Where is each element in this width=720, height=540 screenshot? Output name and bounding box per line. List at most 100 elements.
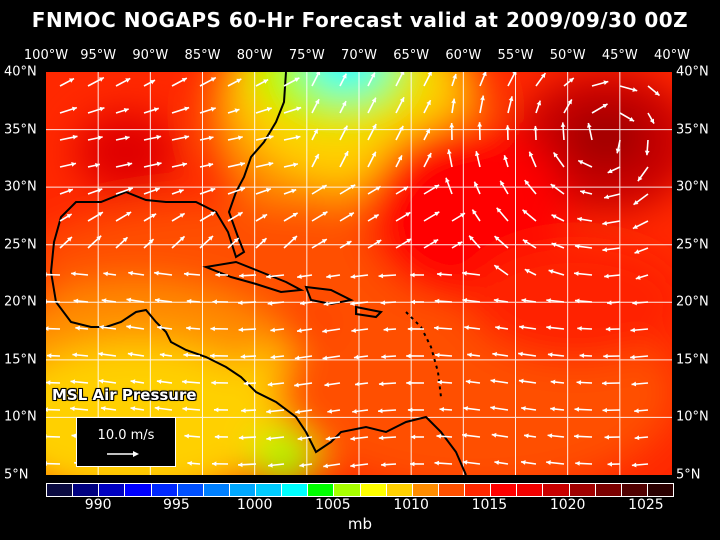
wind-arrow-head (376, 240, 382, 245)
colorbar-tick-label: 1005 (315, 497, 351, 513)
wind-arrow-head (126, 212, 132, 217)
longitude-label: 40°W (654, 48, 690, 63)
wind-arrow-head (630, 354, 635, 360)
wind-arrow-head (378, 273, 384, 279)
wind-arrow-head (154, 187, 160, 193)
wind-arrow-head (540, 73, 546, 79)
reference-vector-box: 10.0 m/s (76, 417, 176, 467)
wind-arrow-head (603, 353, 608, 359)
wind-arrow-head (181, 78, 187, 83)
wind-arrow-head (327, 408, 333, 414)
wind-arrow-head (494, 265, 500, 270)
wind-arrow-head (294, 77, 300, 82)
wind-arrow-head (447, 149, 452, 155)
wind-arrow-head (46, 380, 51, 386)
wind-arrow-head (343, 151, 349, 157)
wind-arrow-head (238, 435, 244, 441)
latitude-label: 35°N (4, 122, 37, 138)
wind-arrow-head (632, 87, 638, 92)
wind-arrow-head (238, 327, 244, 333)
colorbar-tick-label: 1000 (236, 497, 273, 513)
wind-arrow-head (70, 406, 75, 412)
wind-arrow-head (184, 106, 190, 112)
wind-arrow-head (210, 187, 216, 193)
wind-arrow-head (208, 135, 214, 141)
wind-arrow-head (615, 148, 621, 154)
wind-arrow-head (546, 325, 551, 330)
wind-arrow-head (632, 300, 637, 306)
wind-arrow-head (127, 351, 133, 357)
longitude-label: 45°W (601, 48, 638, 63)
wind-arrow-head (463, 406, 468, 411)
wind-arrow-head (375, 186, 381, 191)
wind-arrow-head (325, 436, 331, 441)
wind-arrow-head (406, 353, 411, 359)
longitude-label: 70°W (341, 48, 377, 63)
wind-arrow-head (370, 72, 375, 78)
wind-arrow-head (126, 324, 132, 330)
latitude-label: 40°N (676, 64, 709, 80)
wind-arrow-head (186, 325, 191, 331)
wind-arrow-head (427, 152, 432, 158)
colorbar-swatch (595, 484, 621, 496)
wind-arrow-head (560, 122, 566, 128)
wind-arrow-head (263, 79, 269, 84)
wind-arrow-head (399, 72, 405, 76)
wind-arrow-head (148, 239, 154, 244)
wind-arrow-head (445, 177, 450, 183)
reference-vector-label: 10.0 m/s (97, 428, 155, 443)
wind-arrow-head (297, 328, 302, 333)
wind-arrow-head (427, 72, 432, 76)
colorbar-tick-label: 1015 (471, 497, 508, 513)
wind-arrow-head (266, 436, 272, 441)
wind-arrow-head (72, 134, 78, 140)
wind-arrow-head (270, 354, 276, 360)
wind-arrow-head (568, 77, 574, 83)
wind-arrow-head (482, 72, 487, 77)
wind-arrow-head (578, 160, 584, 165)
wind-arrow-head (494, 236, 500, 241)
wind-arrow-head (494, 460, 500, 465)
colorbar-swatch (125, 484, 151, 496)
wind-arrow-head (294, 355, 300, 361)
wind-arrow-head (182, 379, 187, 385)
wind-arrow-head (574, 433, 579, 439)
wind-arrow-head (519, 324, 524, 330)
colorbar-swatch (151, 484, 177, 496)
wind-arrow-head (373, 214, 379, 219)
coastline (49, 72, 467, 475)
wind-arrow-head (474, 181, 479, 187)
wind-arrow-head (125, 78, 131, 83)
colorbar (46, 483, 674, 497)
wind-arrow-head (292, 235, 297, 241)
wind-arrow-head (604, 434, 609, 440)
wind-arrow-head (553, 152, 559, 158)
wind-arrow-head (182, 162, 188, 167)
wind-arrow-head (210, 353, 215, 359)
wind-arrow-head (321, 185, 327, 190)
wind-arrow-head (436, 271, 442, 277)
wind-arrow-head (73, 298, 79, 304)
wind-arrow-head (268, 134, 274, 140)
wind-arrow-head (492, 351, 498, 357)
wind-arrow-head (353, 354, 359, 360)
wind-arrow (46, 300, 61, 303)
wind-arrow-head (238, 462, 243, 468)
wind-arrow-head (434, 325, 439, 331)
wind-arrow-head (480, 95, 485, 101)
wind-arrow-head (406, 380, 411, 386)
wind-arrow-head (426, 100, 431, 106)
wind-arrow-head (184, 134, 190, 140)
wind-arrow-head (295, 409, 300, 415)
wind-arrow-head (186, 298, 192, 304)
wind-arrow-head (291, 188, 297, 194)
wind-arrow-head (490, 405, 496, 411)
wind-arrow-head (101, 298, 107, 303)
wind-arrow-head (352, 408, 357, 414)
wind-arrow-head (265, 187, 271, 193)
wind-arrow-head (576, 380, 582, 385)
wind-arrow-head (262, 214, 268, 219)
longitude-label: 75°W (288, 48, 325, 63)
wind-arrow-head (546, 460, 551, 465)
wind-arrow-head (67, 236, 72, 242)
